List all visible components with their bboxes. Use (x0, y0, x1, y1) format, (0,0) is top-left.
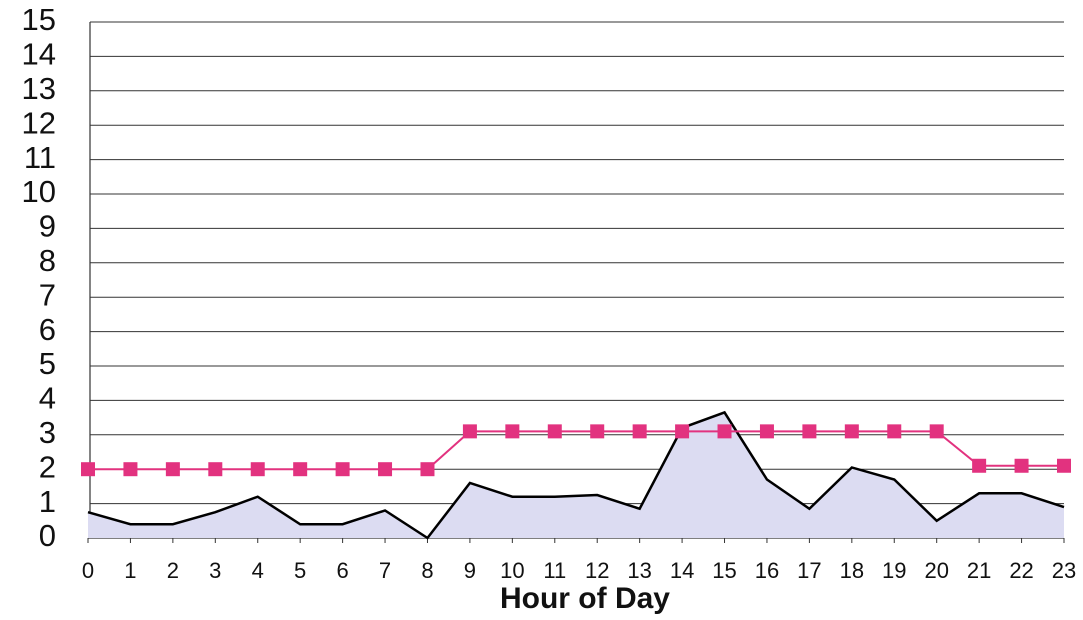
marker (929, 424, 944, 439)
x-tick-label: 10 (500, 558, 524, 583)
marker (335, 462, 350, 477)
x-tick-label: 3 (209, 558, 221, 583)
marker (250, 462, 265, 477)
marker (1057, 458, 1071, 473)
y-tick-label: 11 (24, 140, 56, 175)
y-tick-label: 15 (22, 2, 56, 37)
y-tick-label: 14 (22, 37, 56, 72)
marker (717, 424, 732, 439)
marker (378, 462, 393, 477)
marker (420, 462, 435, 477)
line (88, 430, 1064, 471)
x-tick-label: 6 (336, 558, 348, 583)
x-tick-label: 2 (167, 558, 179, 583)
marker (547, 424, 562, 439)
x-tick-label: 20 (924, 558, 948, 583)
x-tick-label: 0 (82, 558, 94, 583)
x-tick-label: 17 (797, 558, 821, 583)
x-tick-label: 18 (840, 558, 864, 583)
x-tick-label: 12 (585, 558, 609, 583)
x-tick-label: 15 (712, 558, 736, 583)
marker (802, 424, 817, 439)
y-tick-label: 10 (22, 174, 56, 209)
marker (844, 424, 859, 439)
x-tick-label: 11 (543, 558, 566, 583)
marker (123, 462, 138, 477)
x-tick-label: 23 (1052, 558, 1076, 583)
x-tick-label: 8 (421, 558, 433, 583)
y-tick-label: 6 (39, 312, 56, 347)
y-tick-label: 12 (22, 105, 56, 140)
y-tick-label: 3 (39, 415, 56, 450)
y-tick-label: 1 (39, 484, 56, 519)
x-tick-label: 16 (755, 558, 779, 583)
area-fill (88, 412, 1064, 538)
marker (505, 424, 520, 439)
x-tick-label: 7 (379, 558, 391, 583)
x-tick-label: 13 (627, 558, 651, 583)
x-tick-label: 4 (252, 558, 264, 583)
y-tick-label: 7 (39, 277, 56, 312)
marker (590, 424, 605, 439)
x-tick-label: 14 (670, 558, 694, 583)
x-tick-label: 19 (882, 558, 906, 583)
y-tick-label: 5 (39, 346, 56, 381)
y-tick-label: 4 (39, 381, 56, 416)
y-tick-label: 9 (39, 209, 56, 244)
x-tick-label: 21 (967, 558, 991, 583)
x-tick-label: 9 (464, 558, 476, 583)
marker (675, 424, 690, 439)
area-line (87, 410, 1065, 540)
y-tick-label: 0 (39, 518, 56, 553)
marker (81, 462, 95, 477)
marker (462, 424, 477, 439)
marker (293, 462, 308, 477)
marker (208, 462, 223, 477)
x-tick-label: 1 (124, 558, 136, 583)
marker (972, 458, 987, 473)
marker (887, 424, 902, 439)
marker (165, 462, 180, 477)
marker (632, 424, 647, 439)
x-axis-label: Hour of Day (500, 582, 670, 615)
y-tick-label: 2 (39, 449, 56, 484)
x-tick-label: 22 (1009, 558, 1033, 583)
y-tick-label: 8 (39, 243, 56, 278)
y-tick-label: 13 (22, 71, 56, 106)
marker (1014, 458, 1029, 473)
marker (759, 424, 774, 439)
x-tick-label: 5 (294, 558, 306, 583)
